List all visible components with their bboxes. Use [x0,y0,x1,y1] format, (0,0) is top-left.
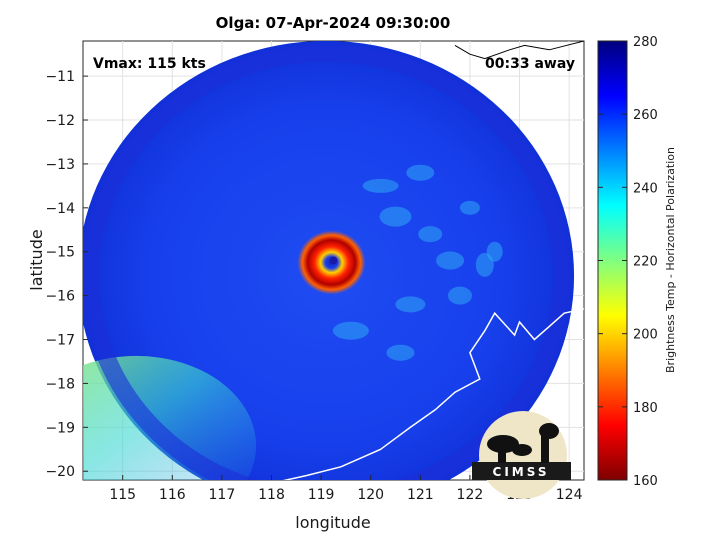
y-tick-label: −17 [45,333,75,349]
cimss-logo-text: CIMSS [493,465,550,479]
y-tick-label: −12 [45,113,75,129]
storm-eye [329,256,338,265]
colorbar-tick-label: 240 [633,181,658,196]
x-tick-label: 119 [308,487,335,503]
y-tick-label: −14 [45,201,75,217]
x-tick-label: 120 [357,487,384,503]
colorbar-tick-label: 280 [633,35,658,50]
convective-cell [379,206,412,227]
colorbar-tick-label: 200 [633,328,658,343]
time-away-annotation: 00:33 away [485,56,575,72]
y-axis-label: latitude [27,229,46,290]
colorbar-tick-label: 160 [633,474,658,489]
x-tick-label: 122 [457,487,484,503]
convective-cell [406,164,435,181]
colorbar-tick-label: 220 [633,255,658,270]
x-axis-label: longitude [295,513,370,532]
coastline-north [454,41,584,60]
convective-cell [459,200,480,215]
colorbar-ticks: 280 260 240 220 200 180 160 [598,35,658,489]
cimss-logo: CIMSS [472,411,571,499]
y-tick-label: −19 [45,420,75,436]
y-tick-label: −13 [45,157,75,173]
x-tick-label: 115 [109,487,136,503]
convective-cell [436,251,465,270]
chart-title: Olga: 07-Apr-2024 09:30:00 [216,14,451,32]
vmax-annotation: Vmax: 115 kts [93,56,206,72]
coastline [282,308,584,480]
x-tick-label: 121 [407,487,434,503]
y-tick-label: −15 [45,245,75,261]
swath-outer-band [83,43,571,480]
convective-cell [386,344,415,361]
colorbar-label: Brightness Temp - Horizontal Polarizatio… [664,147,677,373]
convective-cell [447,286,472,305]
y-tick-label: −11 [45,69,75,85]
convective-cell [395,296,426,313]
x-tick-label: 117 [209,487,236,503]
x-tick-label: 124 [556,487,583,503]
convective-cell [486,241,503,262]
y-tick-label: −16 [45,289,75,305]
y-tick-label: −20 [45,464,75,480]
convective-cell [418,226,443,243]
x-tick-label: 116 [159,487,186,503]
swath [83,41,584,480]
colorbar-tick-label: 260 [633,108,658,123]
convective-cells [332,164,503,361]
convective-cell [362,178,399,193]
y-tick-label: −18 [45,376,75,392]
y-axis-ticks: −11 −12 −13 −14 −15 −16 −17 −18 −19 −20 [45,69,88,480]
x-tick-label: 118 [258,487,285,503]
colorbar-tick-label: 180 [633,401,658,416]
convective-cell [332,321,369,340]
